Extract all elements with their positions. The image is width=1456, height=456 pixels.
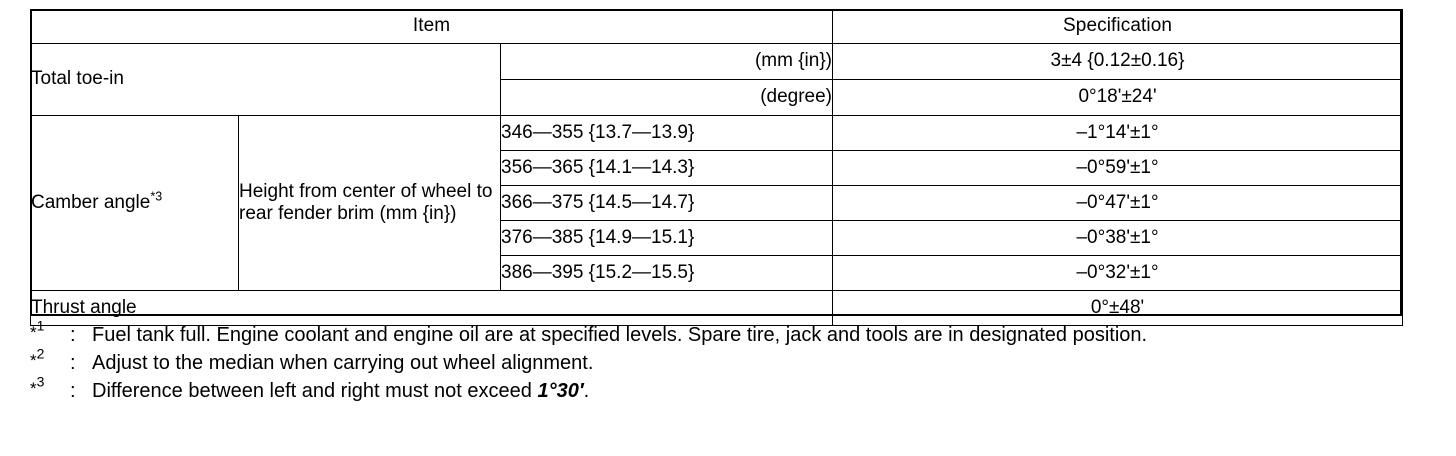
footnote-3-text-after: . — [583, 379, 590, 402]
value-cell-camber-2: –0°59'±1° — [832, 150, 1404, 186]
table-header-row: Item Specification — [29, 9, 1404, 44]
footnote-text-3: Difference between left and right must n… — [92, 378, 1430, 405]
column-header-specification: Specification — [832, 9, 1404, 44]
table-row: 366—375 {14.5—14.7} –0°47'±1° — [31, 185, 1404, 221]
table-row: 376—385 {14.9—15.1} –0°38'±1° — [31, 220, 1404, 256]
footnote-3-limit-value: 1°30′ — [537, 379, 584, 402]
footnotes-section: *1 : Fuel tank full. Engine coolant and … — [30, 317, 1430, 405]
footnote-colon-1: : — [70, 324, 76, 346]
footnote-number-3: 3 — [36, 372, 45, 389]
footnote-colon-2: : — [70, 351, 76, 374]
camber-angle-text: Camber angle — [31, 191, 151, 213]
footnote-marker-2: *2 — [30, 345, 70, 373]
table-row: Thrust angle 0°±48' — [29, 290, 1404, 326]
footnote-text-2: Adjust to the median when carrying out w… — [92, 351, 594, 374]
value-cell-toe-in-mm: 3±4 {0.12±0.16} — [832, 43, 1404, 80]
camber-angle-footnote-marker: *3 — [150, 189, 163, 204]
footnote-3-text-before: Difference between left and right must n… — [92, 379, 538, 402]
asterisk-icon: * — [30, 378, 37, 398]
footnote-text-1: Fuel tank full. Engine coolant and engin… — [92, 324, 1148, 346]
row-label-thrust-angle: Thrust angle — [29, 290, 834, 326]
row-label-total-toe-in: Total toe-in — [30, 43, 501, 116]
range-cell-camber-5: 386—395 {15.2—15.5} — [499, 255, 834, 291]
table-row: (degree) 0°18'±24' — [31, 79, 1404, 116]
row-label-camber-angle: Camber angle*3 — [30, 115, 239, 291]
table-row: 356—365 {14.1—14.3} –0°59'±1° — [31, 150, 1404, 186]
range-cell-camber-3: 366—375 {14.5—14.7} — [499, 185, 834, 221]
value-cell-camber-3: –0°47'±1° — [832, 185, 1404, 221]
asterisk-icon: * — [30, 350, 37, 370]
unit-cell-toe-in-degree: (degree) — [499, 79, 834, 116]
value-cell-camber-1: –1°14'±1° — [832, 115, 1404, 151]
footnote-1: *1 : Fuel tank full. Engine coolant and … — [30, 317, 1430, 349]
range-cell-camber-4: 376—385 {14.9—15.1} — [499, 220, 834, 256]
unit-cell-toe-in-mm: (mm {in}) — [499, 43, 834, 80]
footnote-marker-3: *3 — [30, 372, 70, 401]
sub-label-height-from-center-of-wheel: Height from center of wheel to rear fend… — [238, 115, 501, 291]
footnote-number-2: 2 — [36, 345, 45, 362]
range-cell-camber-1: 346—355 {13.7—13.9} — [499, 115, 834, 151]
table-row: Total toe-in (mm {in}) 3±4 {0.12±0.16} — [30, 43, 1404, 116]
table-row: 386—395 {15.2—15.5} –0°32'±1° — [31, 255, 1404, 291]
specification-table: Item Specification Total toe-in (mm {in}… — [29, 9, 1404, 326]
footnote-colon-3: : — [70, 379, 76, 402]
column-header-item: Item — [29, 9, 834, 44]
footnote-marker-1: *1 — [30, 317, 70, 345]
asterisk-icon: * — [30, 323, 37, 342]
footnote-number-1: 1 — [36, 317, 45, 334]
value-cell-toe-in-degree: 0°18'±24' — [832, 79, 1404, 116]
footnote-3: *3 : Difference between left and right m… — [30, 372, 1430, 405]
value-cell-camber-4: –0°38'±1° — [832, 220, 1404, 256]
value-cell-camber-5: –0°32'±1° — [832, 255, 1404, 291]
value-cell-thrust-angle: 0°±48' — [832, 290, 1404, 326]
table-row: Camber angle*3 Height from center of whe… — [30, 115, 1404, 291]
range-cell-camber-2: 356—365 {14.1—14.3} — [499, 150, 834, 186]
footnote-2: *2 : Adjust to the median when carrying … — [30, 345, 1430, 377]
